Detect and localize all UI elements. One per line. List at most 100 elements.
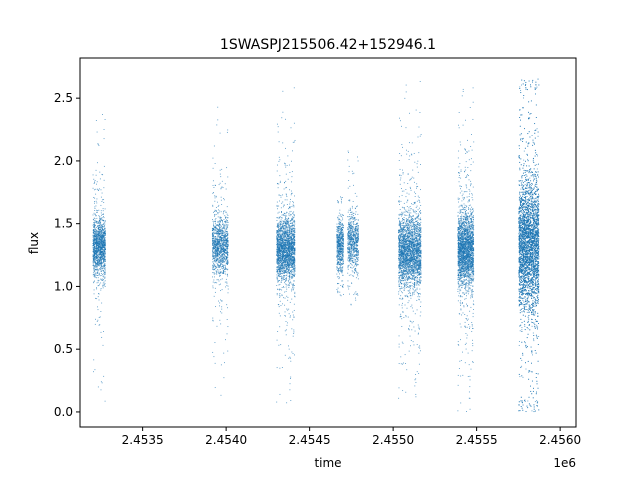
data-point bbox=[104, 221, 106, 223]
data-point bbox=[225, 239, 227, 241]
data-point bbox=[98, 261, 100, 263]
data-point bbox=[284, 266, 286, 268]
data-point bbox=[279, 270, 281, 272]
data-point bbox=[102, 219, 104, 221]
data-point bbox=[96, 269, 98, 271]
data-point bbox=[223, 227, 225, 229]
data-point bbox=[290, 160, 292, 162]
data-point bbox=[104, 400, 106, 402]
data-point bbox=[225, 278, 227, 280]
data-point bbox=[92, 187, 94, 189]
data-point bbox=[96, 183, 97, 185]
data-point bbox=[97, 247, 99, 249]
data-point bbox=[278, 273, 280, 275]
data-point bbox=[292, 288, 294, 290]
data-point bbox=[281, 250, 283, 252]
data-point bbox=[292, 268, 294, 270]
data-point bbox=[218, 251, 220, 253]
data-point bbox=[280, 254, 282, 255]
data-point bbox=[217, 254, 219, 256]
data-point bbox=[290, 241, 292, 243]
data-point bbox=[280, 281, 282, 283]
data-point bbox=[96, 234, 98, 236]
data-point bbox=[92, 236, 94, 237]
data-point bbox=[103, 217, 105, 219]
data-point bbox=[282, 233, 284, 235]
data-point bbox=[96, 248, 98, 250]
data-point bbox=[224, 249, 226, 251]
data-point bbox=[215, 245, 217, 247]
data-point bbox=[100, 223, 102, 225]
data-point bbox=[288, 269, 289, 271]
data-point bbox=[101, 238, 103, 240]
data-point bbox=[94, 224, 96, 226]
data-point bbox=[287, 223, 289, 225]
data-point bbox=[291, 263, 293, 265]
data-point bbox=[281, 262, 283, 264]
data-point bbox=[282, 214, 284, 216]
data-point bbox=[217, 249, 219, 251]
data-point bbox=[103, 236, 105, 238]
data-point bbox=[216, 250, 218, 252]
data-point bbox=[278, 240, 280, 242]
data-point bbox=[103, 230, 105, 232]
data-point bbox=[287, 253, 289, 255]
data-point bbox=[224, 243, 226, 245]
data-point bbox=[212, 254, 213, 256]
data-point bbox=[104, 237, 106, 239]
data-point bbox=[212, 192, 214, 194]
data-point bbox=[214, 209, 216, 211]
data-point bbox=[94, 225, 96, 227]
data-point bbox=[97, 306, 98, 308]
data-point bbox=[95, 246, 97, 248]
data-point bbox=[214, 291, 216, 293]
data-point bbox=[277, 271, 279, 273]
data-point bbox=[290, 378, 291, 379]
data-point bbox=[98, 250, 100, 252]
data-point bbox=[291, 240, 293, 242]
data-point bbox=[100, 263, 102, 265]
data-point bbox=[280, 250, 282, 252]
data-point bbox=[218, 225, 219, 227]
data-point bbox=[215, 239, 217, 240]
data-point bbox=[286, 211, 288, 213]
data-point bbox=[290, 357, 292, 359]
data-point bbox=[217, 232, 219, 234]
data-point bbox=[291, 181, 293, 183]
data-point bbox=[227, 252, 229, 254]
data-point bbox=[97, 275, 99, 276]
data-point bbox=[220, 176, 222, 178]
data-point bbox=[214, 282, 216, 284]
data-point bbox=[215, 265, 217, 267]
data-point bbox=[292, 258, 294, 260]
data-point bbox=[95, 264, 97, 266]
data-point bbox=[98, 254, 100, 256]
data-point bbox=[341, 202, 342, 204]
data-point bbox=[215, 243, 217, 245]
data-point bbox=[281, 265, 283, 267]
data-point bbox=[95, 253, 97, 255]
data-point bbox=[99, 263, 101, 265]
data-point bbox=[100, 246, 102, 248]
data-point bbox=[281, 262, 283, 264]
data-point bbox=[282, 253, 283, 255]
data-point bbox=[220, 254, 222, 256]
data-point bbox=[222, 268, 223, 270]
data-point bbox=[219, 265, 221, 267]
data-point bbox=[292, 218, 294, 220]
data-point bbox=[99, 232, 101, 234]
data-point bbox=[226, 239, 228, 241]
data-point bbox=[291, 241, 293, 243]
data-point bbox=[224, 237, 226, 238]
data-point bbox=[95, 257, 97, 259]
data-point bbox=[100, 254, 102, 256]
data-point bbox=[215, 249, 217, 251]
data-point bbox=[293, 287, 295, 289]
data-point bbox=[218, 224, 220, 226]
data-point bbox=[227, 269, 229, 271]
data-point bbox=[227, 249, 228, 251]
data-point bbox=[211, 238, 213, 240]
data-point bbox=[289, 356, 291, 358]
data-point bbox=[212, 235, 214, 237]
